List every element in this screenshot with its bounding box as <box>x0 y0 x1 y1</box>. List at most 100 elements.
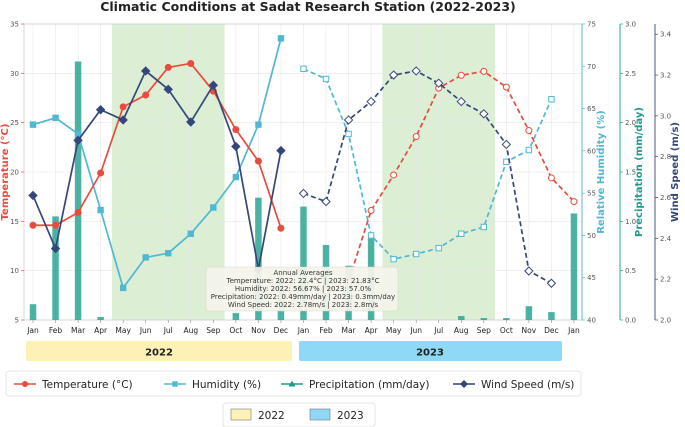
annotation-line: Temperature: 2022: 22.4°C | 2023: 21.83°… <box>226 277 380 285</box>
temperature-point-2022 <box>164 63 172 71</box>
year-legend-swatch-2023 <box>309 408 331 421</box>
y-tick-label-wind-speed: 2.0 <box>660 317 671 325</box>
humidity-point-2022 <box>232 173 240 181</box>
x-tick-label: Jan <box>297 326 310 335</box>
humidity-point-2023 <box>435 244 442 252</box>
annotation-line: Precipitation: 2022: 0.49mm/day | 2023: … <box>211 293 395 301</box>
y-tick-label-humidity: 75 <box>587 21 596 29</box>
legend-item-humidity: Humidity (%) <box>164 379 261 391</box>
humidity-point-2023 <box>345 130 352 138</box>
year-legend: 2022 2023 <box>222 402 376 427</box>
x-tick-label: Jan <box>26 326 39 335</box>
series-legend: Temperature (°C) Humidity (%) Precipitat… <box>5 370 582 397</box>
wind-speed-point-2022 <box>208 80 219 90</box>
humidity-point-2022 <box>29 121 37 128</box>
y-tick-label-humidity: 60 <box>587 147 596 155</box>
x-tick-label: Apr <box>365 326 379 335</box>
wind-speed-point-2023 <box>411 66 421 76</box>
precipitation-bar-2023 <box>570 213 578 320</box>
precipitation-bar-2022 <box>97 317 104 320</box>
x-tick-label: Oct <box>500 326 513 335</box>
y-axis-title-humidity: Relative Humidity (%) <box>596 110 607 234</box>
temperature-point-2022 <box>277 224 285 232</box>
wind-speed-point-2023 <box>479 109 489 119</box>
wind-speed-point-2023 <box>456 96 466 107</box>
legend-marker-wind-speed <box>460 380 468 388</box>
y-tick-label-wind-speed: 3.4 <box>660 31 672 39</box>
y-tick-label-humidity: 55 <box>587 190 596 198</box>
precipitation-bar-2023 <box>458 316 465 320</box>
temperature-point-2022 <box>254 157 262 165</box>
wind-speed-point-2023 <box>524 266 534 276</box>
temperature-point-2023 <box>570 198 578 206</box>
x-tick-label: Apr <box>94 326 108 335</box>
temperature-point-2022 <box>119 103 127 111</box>
temperature-point-2022 <box>97 169 105 177</box>
legend-marker-temperature <box>22 381 28 387</box>
legend-item-wind-speed: Wind Speed (m/s) <box>453 379 574 391</box>
wind-speed-point-2023 <box>388 70 399 80</box>
legend-marker-precipitation <box>288 380 296 387</box>
wind-speed-point-2022 <box>140 66 151 76</box>
humidity-point-2022 <box>119 284 127 292</box>
x-tick-label: Jan <box>567 326 580 335</box>
temperature-point-2023 <box>502 83 510 91</box>
humidity-point-2023 <box>412 250 420 258</box>
wind-speed-point-2023 <box>434 78 444 88</box>
y-tick-label-precipitation: 2.0 <box>625 119 636 127</box>
temperature-point-2022 <box>52 221 60 229</box>
wind-speed-line-2022 <box>32 70 282 270</box>
precipitation-bar-2023 <box>548 312 555 320</box>
precipitation-bar-2022 <box>255 197 262 320</box>
x-tick-label: Mar <box>341 326 356 335</box>
humidity-point-2022 <box>142 254 149 261</box>
y-tick-label-wind-speed: 2.8 <box>660 153 671 161</box>
humidity-point-2022 <box>165 249 172 257</box>
y-axis-title-precipitation: Precipitation (mm/day) <box>634 107 645 237</box>
y-tick-label-precipitation: 0.5 <box>625 267 636 275</box>
temperature-point-2022 <box>74 208 82 216</box>
x-tick-label: Sep <box>206 326 220 335</box>
y-tick-label-wind-speed: 3.0 <box>660 112 671 120</box>
wind-speed-point-2023 <box>321 196 331 207</box>
y-tick-label-precipitation: 1.5 <box>625 169 636 177</box>
x-tick-label: Oct <box>229 326 242 335</box>
legend-item-temperature: Temperature (°C) <box>14 379 133 391</box>
precipitation-bar-2023 <box>503 318 510 320</box>
humidity-point-2022 <box>97 206 104 214</box>
legend-label-humidity: Humidity (%) <box>192 379 261 391</box>
chart-title: Climatic Conditions at Sadat Research St… <box>100 0 516 14</box>
x-tick-label: Aug <box>454 326 469 335</box>
year-legend-label-2022: 2022 <box>258 410 285 422</box>
x-tick-label: Jul <box>163 326 173 335</box>
y-tick-label-humidity: 45 <box>587 274 596 282</box>
wind-speed-point-2022 <box>276 145 286 156</box>
humidity-point-2022 <box>255 121 262 128</box>
precipitation-bar-2023 <box>300 206 307 320</box>
y-tick-label-wind-speed: 2.4 <box>660 235 672 243</box>
y-tick-label-humidity: 50 <box>587 232 596 240</box>
wind-speed-point-2022 <box>50 243 61 254</box>
x-tick-label: May <box>115 326 131 335</box>
y-tick-label-precipitation: 0.0 <box>625 317 636 325</box>
year-bands: 2022 2023 <box>26 341 562 361</box>
x-tick-label: May <box>386 326 402 335</box>
year-band-2022 <box>26 341 292 361</box>
wind-speed-point-2023 <box>343 115 354 125</box>
series <box>28 35 578 320</box>
year-band-2022-label: 2022 <box>145 348 173 359</box>
x-tick-label: Dec <box>544 326 559 335</box>
x-tick-label: Feb <box>319 326 333 335</box>
precipitation-bar-2022 <box>74 61 82 320</box>
annotation-box: Annual Averages Temperature: 2022: 22.4°… <box>205 266 399 312</box>
wind-speed-point-2022 <box>186 117 196 127</box>
humidity-point-2023 <box>503 158 510 166</box>
y-axis-title-wind-speed: Wind Speed (m/s) <box>670 122 681 222</box>
legend-marker-humidity <box>172 381 178 387</box>
wind-speed-point-2023 <box>546 278 557 288</box>
temperature-point-2023 <box>412 132 420 140</box>
temperature-point-2023 <box>525 127 533 135</box>
wind-speed-point-2023 <box>298 188 309 199</box>
humidity-point-2023 <box>300 65 307 73</box>
